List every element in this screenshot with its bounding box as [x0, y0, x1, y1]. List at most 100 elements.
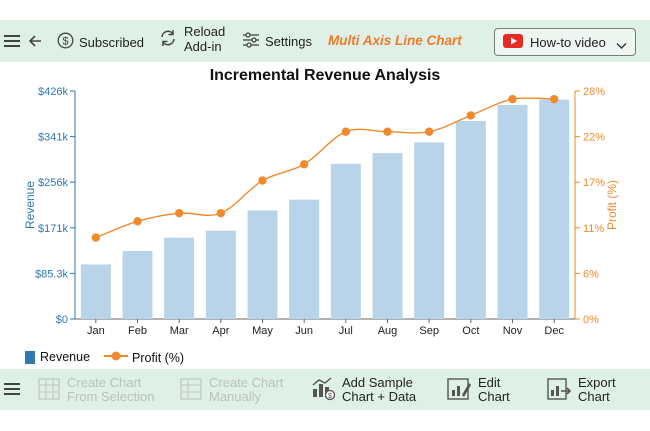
sliders-icon [242, 32, 260, 51]
create-chart-manually-button[interactable]: Create Chart Manually [180, 376, 283, 404]
reload-label-line2: Add-in [184, 39, 222, 54]
chart-title: Incremental Revenue Analysis [209, 67, 441, 84]
legend-revenue-label: Revenue [40, 350, 91, 364]
y-tick-label-right: 28% [583, 86, 605, 98]
y-axis-title-left: Revenue [23, 181, 37, 229]
bar-revenue [122, 251, 153, 319]
dollar-icon: $ [57, 32, 74, 52]
create-selection-line1: Create Chart [67, 375, 142, 390]
x-tick-label: May [252, 325, 273, 337]
svg-text:$: $ [328, 393, 332, 400]
y-tick-label-left: $256k [38, 177, 68, 189]
settings-label: Settings [265, 34, 312, 49]
bar-revenue [164, 237, 195, 319]
create-chart-from-selection-button[interactable]: Create Chart From Selection [38, 376, 154, 404]
legend-profit[interactable]: Profit (%) [104, 350, 184, 365]
menu-icon[interactable] [4, 34, 20, 53]
edit-line1: Edit [478, 375, 501, 390]
legend-profit-marker [104, 350, 128, 365]
point-profit [91, 233, 101, 242]
legend-profit-label: Profit (%) [132, 350, 185, 365]
point-profit [466, 111, 476, 120]
bar-revenue [205, 230, 236, 319]
x-tick-label: Jun [295, 325, 313, 337]
point-profit [424, 127, 434, 136]
export-line2: Chart [578, 389, 610, 404]
subscribed-label: Subscribed [79, 34, 145, 50]
add-sample-chart-button[interactable]: $ Add Sample Chart + Data [311, 376, 416, 404]
create-manual-line2: Manually [209, 389, 262, 404]
y-tick-label-left: $341k [38, 132, 68, 144]
x-tick-label: Apr [212, 325, 229, 337]
y-tick-label-right: 11% [583, 223, 604, 235]
x-tick-label: Dec [544, 325, 564, 337]
x-tick-label: Jul [339, 325, 353, 337]
edit-chart-icon [447, 377, 471, 404]
howto-label: How-to video [530, 34, 606, 50]
x-tick-label: Oct [462, 325, 479, 337]
chevron-down-icon [616, 38, 627, 53]
point-profit [133, 217, 142, 226]
bar-revenue [414, 142, 445, 319]
settings-button[interactable]: Settings [242, 32, 312, 51]
youtube-icon [503, 33, 523, 51]
point-profit [508, 94, 517, 104]
bottom-menu-icon[interactable] [4, 382, 20, 401]
y-tick-label-right: 22% [583, 132, 605, 144]
subscribed-button[interactable]: $ Subscribed [57, 32, 144, 52]
bar-revenue [372, 153, 403, 319]
sample-chart-icon: $ [311, 376, 336, 404]
reload-label-line1: Reload [184, 24, 226, 39]
legend-revenue-swatch [25, 350, 35, 364]
point-profit [549, 94, 559, 104]
x-tick-label: Mar [170, 325, 189, 337]
point-profit [383, 127, 392, 136]
back-arrow-icon[interactable] [27, 33, 43, 54]
x-tick-label: Sep [419, 325, 439, 337]
create-manual-line1: Create Chart [209, 375, 284, 390]
table-edit-icon [180, 377, 202, 403]
export-chart-button[interactable]: Export Chart [547, 376, 616, 404]
bottom-toolbar: Create Chart From Selection Create Chart… [0, 369, 650, 410]
svg-text:$: $ [62, 36, 68, 48]
export-chart-icon [547, 377, 572, 404]
y-tick-label-left: $0 [56, 314, 68, 326]
create-selection-line2: From Selection [67, 389, 155, 404]
point-profit [174, 208, 184, 218]
x-tick-label: Jan [87, 325, 105, 337]
point-profit [299, 160, 309, 169]
y-tick-label-left: $171k [38, 223, 68, 235]
x-tick-label: Feb [128, 325, 147, 337]
y-tick-label-right: 17% [583, 177, 605, 189]
bar-revenue [497, 104, 528, 319]
point-profit [258, 176, 267, 185]
bar-revenue [80, 264, 111, 319]
y-axis-title-right: Profit (%) [605, 180, 619, 230]
y-tick-label-left: $85.3k [35, 268, 69, 280]
bar-revenue [330, 163, 361, 319]
bar-revenue [289, 199, 320, 319]
edit-chart-button[interactable]: Edit Chart [447, 376, 510, 404]
chart-type-title: Multi Axis Line Chart [328, 33, 462, 48]
reload-icon [158, 28, 178, 51]
line-profit [95, 97, 555, 239]
add-sample-line2: Chart + Data [342, 389, 417, 404]
edit-line2: Chart [478, 389, 510, 404]
y-tick-label-right: 0% [583, 314, 599, 326]
y-tick-label-right: 6% [583, 268, 599, 280]
x-tick-label: Aug [378, 325, 398, 337]
howto-video-dropdown[interactable]: How-to video [494, 28, 636, 56]
bar-revenue [455, 120, 486, 319]
x-tick-label: Nov [503, 325, 523, 337]
point-profit [341, 127, 351, 136]
y-tick-label-left: $426k [38, 86, 68, 98]
reload-addin-button[interactable]: Reload Add-in [158, 24, 225, 54]
add-sample-line1: Add Sample [342, 375, 413, 390]
table-icon [38, 377, 60, 403]
point-profit [216, 208, 226, 218]
bar-revenue [247, 210, 278, 319]
legend-revenue[interactable]: Revenue [25, 350, 90, 364]
bar-revenue [539, 99, 570, 319]
export-line1: Export [578, 375, 616, 390]
